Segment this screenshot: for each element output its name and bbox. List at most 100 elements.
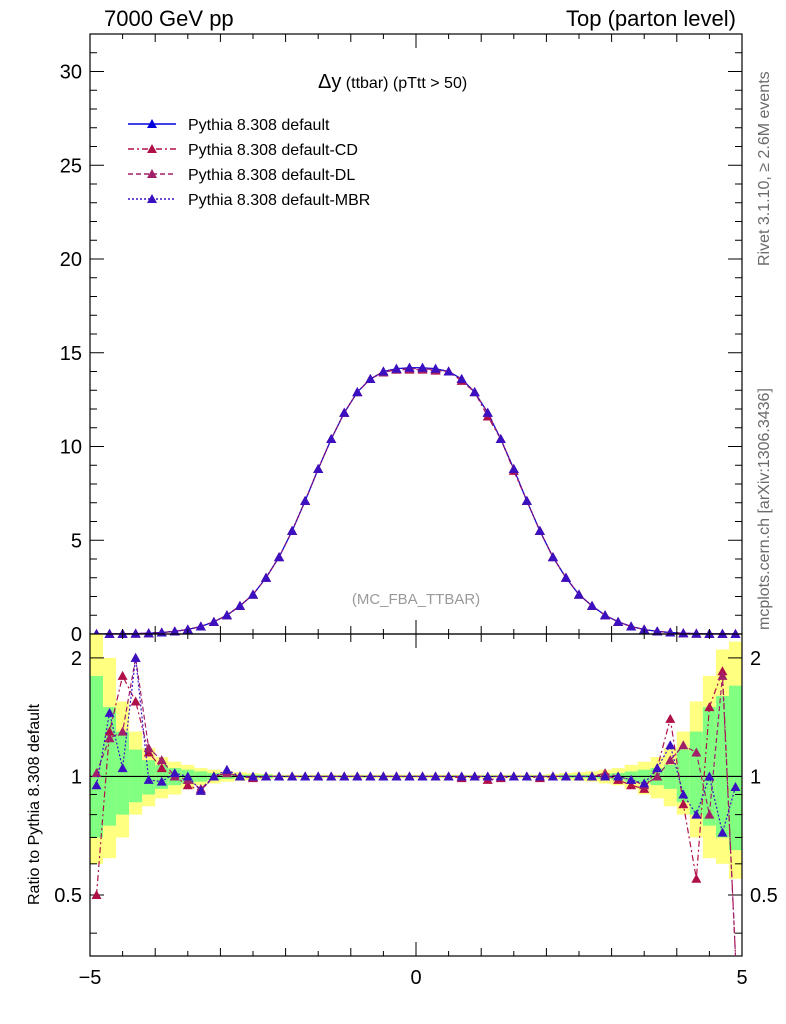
ratio-point-mbr (287, 771, 298, 781)
ratio-point-mbr (143, 774, 154, 784)
point-mbr (417, 362, 428, 372)
ratio-point-mbr (378, 771, 389, 781)
y-tick-label: 30 (60, 62, 82, 84)
ratio-point-mbr (443, 771, 454, 781)
ratio-point-cd (104, 726, 115, 736)
point-mbr (587, 600, 598, 610)
ratio-line-mbr (95, 657, 737, 836)
ratio-point-cd (182, 780, 193, 790)
point-mbr (534, 525, 545, 535)
ratio-point-cd (626, 780, 637, 790)
ratio-point-mbr (678, 789, 689, 799)
point-mbr (560, 572, 571, 582)
ratio-point-cd (156, 763, 167, 773)
point-mbr (456, 374, 467, 383)
ratio-point-dl (104, 733, 115, 743)
band-green-bin (702, 707, 716, 826)
legend-marker-mbr (147, 194, 157, 203)
band-green-bin (715, 696, 729, 838)
band-green-bin (689, 731, 703, 815)
ratio-point-mbr (482, 771, 493, 781)
ratio-point-mbr (730, 782, 741, 792)
ratio-point-dl (678, 740, 689, 750)
ratio-point-mbr (352, 771, 363, 781)
ratio-y-tick-label: 2 (71, 648, 82, 670)
point-mbr (691, 628, 702, 638)
legend: Pythia 8.308 default Pythia 8.308 default… (128, 117, 370, 209)
ratio-point-mbr (417, 771, 428, 781)
ratio-point-mbr (534, 771, 545, 781)
ratio-point-mbr (691, 809, 702, 819)
ratio-point-mbr (274, 771, 285, 781)
point-mbr (652, 626, 663, 636)
point-mbr (508, 464, 519, 473)
ratio-point-mbr (704, 771, 715, 781)
y-tick-label: 25 (60, 155, 82, 177)
ratio-point-dl (691, 747, 702, 757)
point-mbr (574, 589, 584, 599)
point-mbr (391, 363, 402, 373)
ratio-point-mbr (169, 768, 180, 778)
ratio-point-mbr (652, 763, 663, 773)
ratio-point-mbr (313, 771, 324, 781)
point-mbr (143, 628, 154, 638)
ratio-point-mbr (456, 771, 467, 781)
ratio-point-dl (91, 768, 102, 778)
ratio-point-cd (130, 696, 141, 706)
point-mbr (626, 621, 637, 631)
point-mbr (248, 589, 258, 599)
point-mbr (678, 628, 689, 638)
ratio-point-mbr (91, 780, 102, 790)
ratio-point-mbr (208, 771, 219, 781)
watermark-label: (MC_FBA_TTBAR) (352, 591, 480, 608)
ratio-point-cd (91, 889, 102, 899)
ratio-point-mbr (221, 764, 232, 774)
point-mbr (130, 628, 141, 638)
ratio-y-tick-label-right: 0.5 (750, 885, 778, 907)
ratio-y-tick-label-right: 1 (750, 766, 761, 788)
point-mbr (521, 495, 532, 505)
point-mbr (495, 434, 506, 443)
ratio-point-mbr (547, 771, 558, 781)
x-tick-label: −5 (79, 967, 102, 989)
header-right-label: Top (parton level) (566, 6, 736, 31)
point-mbr (234, 600, 245, 610)
x-tick-label: 5 (736, 967, 747, 989)
point-mbr (613, 616, 624, 626)
ratio-point-mbr (182, 771, 193, 781)
point-mbr (274, 552, 285, 562)
ratio-point-mbr (248, 771, 258, 781)
ratio-point-mbr (404, 771, 415, 781)
ratio-point-dl (652, 771, 663, 781)
point-mbr (469, 387, 480, 397)
point-mbr (482, 407, 493, 417)
ratio-point-mbr (587, 771, 598, 781)
ratio-point-cd (665, 713, 676, 723)
plot-title-main: Δy (318, 71, 341, 93)
band-green-bin (90, 675, 104, 838)
band-green-bin (116, 731, 130, 815)
point-mbr (352, 387, 363, 397)
point-mbr (287, 525, 298, 535)
ratio-point-mbr (469, 771, 480, 781)
y-tick-label: 15 (60, 343, 82, 365)
legend-marker-dl (147, 169, 157, 178)
ratio-point-mbr (261, 771, 272, 781)
ratio-point-mbr (626, 774, 637, 784)
point-mbr (430, 363, 441, 373)
plot-title-sub: (ttbar) (pTtt > 50) (341, 75, 467, 92)
point-mbr (195, 621, 206, 631)
ratio-point-mbr (104, 707, 115, 717)
band-green-bin (103, 707, 117, 826)
ratio-point-mbr (300, 771, 311, 781)
ratio-point-mbr (665, 740, 676, 750)
point-mbr (313, 464, 324, 473)
ratio-point-mbr (574, 771, 584, 781)
point-mbr (378, 366, 389, 376)
ratio-point-dl (143, 743, 154, 753)
legend-marker-cd (147, 144, 157, 153)
ratio-point-mbr (117, 763, 128, 773)
point-mbr (300, 495, 311, 505)
ratio-point-mbr (495, 771, 506, 781)
ratio-point-mbr (600, 771, 611, 781)
